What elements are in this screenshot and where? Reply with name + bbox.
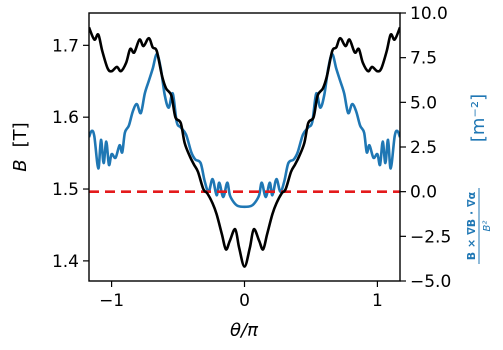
y-right-axis-numerator: B × ∇B · ∇α (465, 191, 478, 260)
y-left-axis-symbol: B (10, 159, 31, 171)
svg-text:B[T]: B [T] (10, 122, 31, 171)
series-line-geodesic-curvature (89, 52, 400, 209)
y-right-axis-unit: [m⁻²] (468, 94, 489, 142)
y-left-tick-label: 1.4 (52, 252, 79, 272)
y-left-tick-label: 1.7 (52, 36, 79, 56)
x-axis-label: θ/π (230, 320, 259, 341)
x-tick-label: 0 (239, 291, 250, 311)
x-tick-label: 1 (372, 291, 383, 311)
y-right-tick-label: 0.0 (410, 183, 437, 203)
y-left-axis-label: B [T] (10, 122, 31, 171)
axis-ticks: −1 0 1 1.4 1.5 1.6 1.7 −5.0 −2.5 0.0 2.5 5.0 7.5 10.0 (52, 4, 451, 311)
y-left-axis-unit: [T] (10, 122, 31, 147)
y-right-tick-label: −5.0 (410, 272, 451, 292)
y-right-tick-label: 7.5 (410, 49, 437, 69)
y-right-tick-label: 5.0 (410, 93, 437, 113)
y-right-axis-denominator: B² (482, 221, 493, 232)
x-tick-label: −1 (99, 291, 124, 311)
y-left-tick-label: 1.6 (52, 108, 79, 128)
y-left-tick-label: 1.5 (52, 180, 79, 200)
y-right-tick-label: −2.5 (410, 227, 451, 247)
y-right-tick-label: 10.0 (410, 4, 448, 24)
series-lines (89, 26, 400, 268)
plot-frame (88, 12, 401, 282)
y-right-axis-label: B × ∇B · ∇α B² [m⁻²] (465, 94, 493, 264)
series-line-b-field (89, 26, 400, 268)
y-right-tick-label: 2.5 (410, 138, 437, 158)
